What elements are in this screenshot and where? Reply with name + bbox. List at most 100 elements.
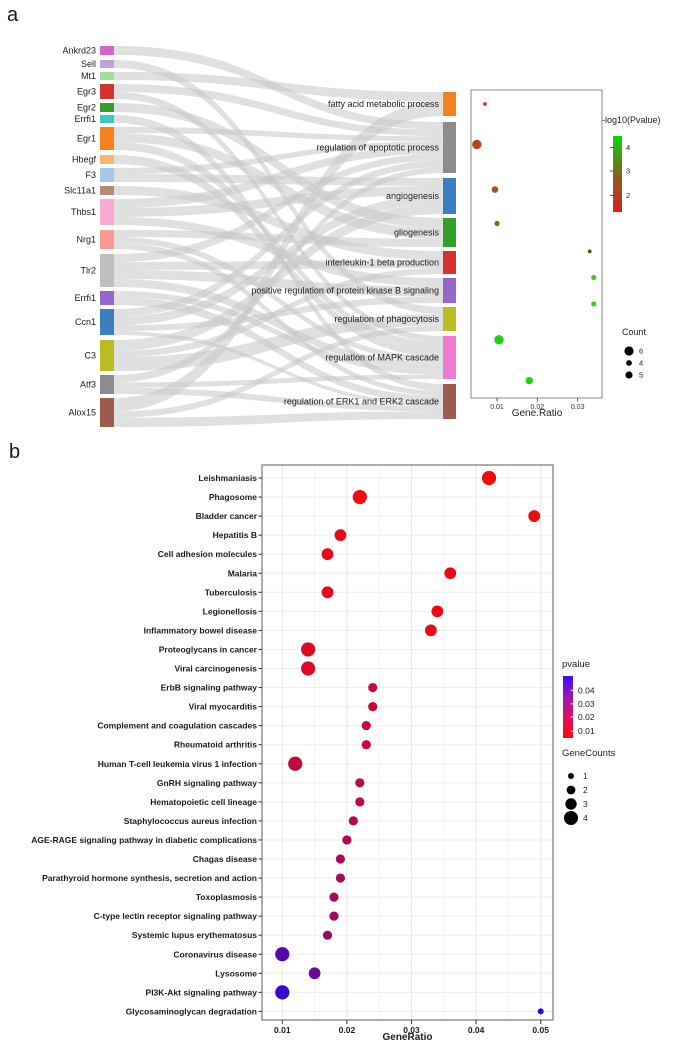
panel-b-dot: [348, 816, 358, 826]
gene-node: [100, 103, 114, 112]
panel-a-count-legend-dot: [624, 346, 634, 356]
panel-b-dot: [431, 605, 444, 618]
sankey-links: [114, 46, 443, 427]
panel-b-dot: [361, 740, 371, 750]
panel-b-row-label: Glycosaminoglycan degradation: [126, 1006, 257, 1016]
panel-b-genecounts-legend-title: GeneCounts: [562, 748, 616, 759]
panel-b-dot: [368, 682, 378, 693]
panel-b-grid: [262, 465, 553, 1020]
panel-b-row-label: Hematopoietic cell lineage: [150, 797, 257, 807]
sankey-link: [114, 101, 443, 412]
gene-label: C3: [84, 351, 96, 361]
panel-b-genecounts-legend-dot: [566, 785, 576, 795]
sankey-link: [114, 374, 443, 388]
panel-b-dot: [481, 470, 497, 486]
panel-a-pvalue-legend-title: -log10(Pvalue): [602, 115, 661, 125]
panel-b-label: b: [9, 441, 21, 463]
panel-b-row-label: PI3K-Akt signaling pathway: [146, 987, 258, 997]
panel-a-dot: [472, 139, 482, 150]
gene-label: Ankrd23: [62, 46, 96, 56]
panel-b-genecounts-legend-label: 4: [583, 813, 588, 823]
panel-a-dot: [591, 274, 597, 281]
panel-b-pvalue-legend-title: pvalue: [562, 659, 590, 670]
panel-b-row-label: Viral carcinogenesis: [174, 664, 257, 674]
panel-a-dot: [494, 220, 500, 227]
gene-node: [100, 291, 114, 305]
gene-label: Mt1: [81, 71, 96, 81]
panel-b-dot: [537, 1008, 544, 1015]
panel-a-dot: [494, 335, 504, 345]
panel-b-x-tick-label: 0.05: [532, 1025, 549, 1035]
panel-b-dot: [301, 642, 316, 657]
panel-b-row-label: Toxoplasmosis: [196, 892, 258, 902]
panel-b-dot: [335, 854, 346, 864]
panel-a-x-tick-label: 0.03: [571, 404, 585, 411]
panel-a-colorbar-tick-label: 3: [626, 167, 630, 176]
sankey-link: [114, 72, 443, 102]
panel-b-row-label: Legionellosis: [203, 606, 258, 616]
gene-node: [100, 84, 114, 99]
panel-b-dot: [322, 930, 333, 940]
sankey-link: [114, 103, 443, 229]
panel-a-plot-border: [470, 89, 603, 399]
panel-a-count-legend-label: 5: [639, 371, 643, 380]
pathway-node: [443, 218, 456, 247]
panel-b-dot: [329, 892, 339, 902]
sankey-link: [114, 411, 443, 427]
panel-b-dot: [308, 967, 321, 980]
panel-a-count-legend-label: 6: [639, 347, 643, 356]
pathway-node: [443, 178, 456, 214]
gene-label: Egr3: [77, 87, 96, 97]
sankey-link: [114, 325, 443, 418]
panel-b-dot: [335, 873, 346, 883]
sankey-link: [114, 204, 443, 351]
gene-label: Atf3: [80, 380, 96, 390]
panel-b-x-tick-label: 0.03: [403, 1025, 420, 1035]
sankey-link: [114, 92, 443, 343]
panel-b-row-label: AGE-RAGE signaling pathway in diabetic c…: [31, 835, 257, 845]
panel-b-dot: [288, 756, 303, 771]
gene-label: Egr2: [77, 103, 96, 113]
panel-b-row-label: Viral myocarditis: [189, 702, 258, 712]
sankey-link: [114, 270, 443, 297]
panel-b-genecounts-legend-dot: [568, 773, 574, 779]
sankey-link: [114, 167, 443, 383]
panel-b-colorbar-tick-label: 0.03: [578, 699, 595, 709]
panel-b-genecounts-legend-label: 1: [583, 771, 588, 781]
gene-label: Ccn1: [75, 317, 96, 327]
gene-node: [100, 199, 114, 225]
sankey-link: [114, 387, 443, 412]
panel-a-x-tick-label: 0.01: [490, 404, 504, 411]
gene-node: [100, 46, 114, 55]
pathway-label: regulation of MAPK cascade: [325, 353, 439, 363]
panel-b-genecounts-legend-label: 2: [583, 785, 588, 795]
sankey-link: [114, 142, 443, 350]
panel-b-dot: [424, 624, 437, 637]
gene-label: F3: [85, 170, 96, 180]
panel-b-row-label: Chagas disease: [193, 854, 258, 864]
panel-b-dot: [368, 702, 378, 712]
sankey-link: [114, 279, 443, 370]
gene-node: [100, 72, 114, 80]
panel-b-row-label: GnRH signaling pathway: [157, 778, 257, 788]
gene-label: Tlr2: [81, 266, 97, 276]
gene-node: [100, 375, 114, 394]
panel-b-dot: [361, 721, 371, 731]
gene-node: [100, 309, 114, 335]
panel-b-row-label: Staphylococcus aureus infection: [124, 816, 257, 826]
panel-a-colorbar-tick-label: 2: [626, 191, 630, 200]
panel-b-row-label: Lysosome: [215, 968, 257, 978]
panel-a-count-legend-dot: [626, 360, 632, 366]
panel-b-dot: [275, 985, 290, 1000]
pathway-label: positive regulation of protein kinase B …: [251, 286, 439, 296]
gene-label: Errfi1: [74, 293, 96, 303]
pathway-label: regulation of phagocytosis: [334, 314, 439, 324]
panel-b-row-label: Phagosome: [209, 492, 257, 502]
panel-b-dot: [329, 911, 339, 921]
panel-a-dot: [587, 249, 592, 254]
gene-label: Nrg1: [76, 235, 96, 245]
panel-b-dot: [301, 661, 316, 676]
gene-node: [100, 398, 114, 427]
